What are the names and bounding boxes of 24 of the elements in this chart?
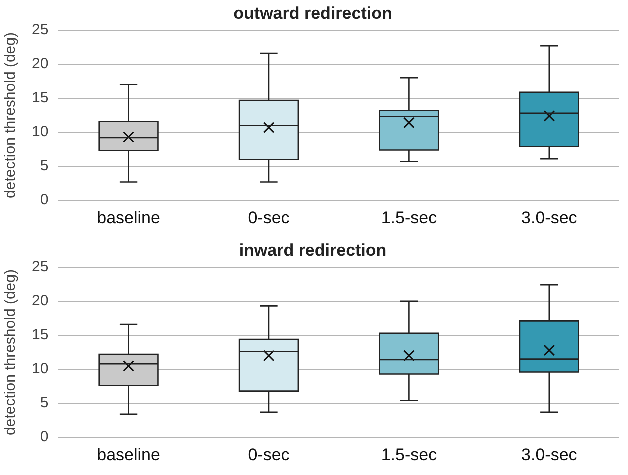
y-tick-label: 10	[32, 360, 49, 378]
x-tick-label: 1.5-sec	[381, 445, 438, 464]
x-tick-label: 3.0-sec	[522, 445, 578, 464]
x-tick-label: 3.0-sec	[522, 208, 578, 228]
y-tick-label: 10	[32, 124, 49, 141]
y-tick-label: 25	[32, 258, 49, 276]
y-tick-label: 15	[32, 326, 49, 344]
chart-title: outward redirection	[234, 4, 392, 23]
chart-title: inward redirection	[239, 240, 387, 260]
y-tick-label: 5	[40, 394, 49, 412]
x-tick-label: 0-sec	[248, 208, 290, 228]
x-tick-label: baseline	[97, 445, 160, 464]
y-axis-title: detection threshold (deg)	[2, 270, 20, 436]
y-tick-label: 20	[32, 292, 49, 310]
x-tick-label: baseline	[97, 208, 160, 228]
y-tick-label: 20	[32, 56, 49, 73]
y-tick-label: 0	[40, 192, 49, 209]
y-tick-label: 25	[32, 22, 49, 39]
y-tick-label: 5	[40, 158, 49, 175]
x-tick-label: 0-sec	[248, 445, 290, 464]
x-tick-label: 1.5-sec	[381, 208, 438, 228]
y-axis-title: detection threshold (deg)	[2, 32, 20, 198]
y-tick-label: 0	[40, 428, 49, 446]
y-tick-label: 15	[32, 90, 49, 107]
